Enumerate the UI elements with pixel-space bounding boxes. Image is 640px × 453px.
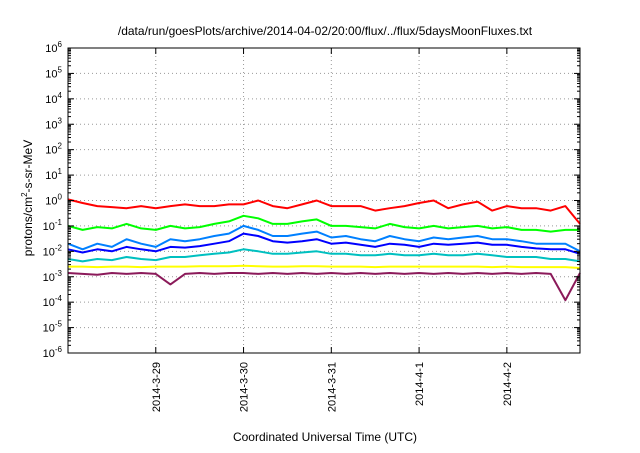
y-axis: 10-610-510-410-310-210-11001011021031041… — [43, 40, 580, 360]
y-tick-label-base: 10 — [45, 170, 57, 182]
y-tick-label-exponent: -6 — [55, 345, 63, 354]
y-tick-label-base: 10 — [43, 348, 55, 360]
y-tick-label: 10-3 — [43, 269, 63, 284]
y-axis-label-rest: -s-sr-MeV — [21, 140, 35, 193]
y-tick-label: 101 — [45, 167, 62, 182]
y-tick-label-exponent: -5 — [55, 320, 63, 329]
y-axis-label-sup: 2 — [20, 192, 29, 197]
series-line-5 — [67, 248, 581, 263]
y-tick-label: 10-1 — [43, 218, 63, 233]
y-tick-label-base: 10 — [43, 297, 55, 309]
y-tick-label-base: 10 — [43, 246, 55, 258]
y-tick-label: 10-2 — [43, 243, 63, 258]
y-tick-label: 104 — [45, 91, 62, 106]
series-line-2 — [67, 214, 580, 233]
x-tick-label: 2014-3-29 — [151, 362, 163, 412]
y-tick-label-exponent: 5 — [58, 65, 63, 74]
x-axis-label: Coordinated Universal Time (UTC) — [233, 430, 417, 444]
y-axis-label-base: protons/cm — [21, 197, 35, 256]
y-tick-label: 10-5 — [43, 320, 63, 335]
y-tick-label-base: 10 — [45, 68, 57, 80]
y-axis-label: protons/cm2-s-sr-MeV — [20, 140, 35, 256]
x-axis: 2014-3-29 2014-3-30 2014-3-31 2014-4-1 2014-… — [151, 48, 514, 412]
y-tick-label-exponent: 3 — [58, 116, 63, 125]
y-tick-label: 102 — [45, 142, 62, 157]
y-tick-label-exponent: 2 — [58, 142, 63, 151]
y-tick-label: 105 — [45, 65, 62, 80]
grid-layer — [68, 48, 580, 353]
y-tick-label-exponent: 6 — [58, 40, 63, 49]
y-tick-label-exponent: 0 — [58, 193, 63, 202]
x-tick-label: 2014-3-30 — [239, 362, 251, 412]
y-tick-label-exponent: 1 — [58, 167, 63, 176]
y-tick-label-base: 10 — [43, 221, 55, 233]
series-line-7 — [67, 272, 581, 302]
y-tick-label-base: 10 — [45, 94, 57, 106]
y-tick-label: 100 — [45, 193, 62, 208]
y-tick-label-base: 10 — [43, 323, 55, 335]
x-tick-label: 2014-3-31 — [326, 362, 338, 412]
y-tick-label: 103 — [45, 116, 62, 131]
y-tick-label: 10-4 — [43, 294, 63, 309]
series-layer — [67, 198, 581, 302]
series-line-6 — [68, 264, 581, 269]
y-tick-label-base: 10 — [45, 145, 57, 157]
chart-title: /data/run/goesPlots/archive/2014-04-02/2… — [118, 24, 533, 38]
y-tick-label-base: 10 — [45, 43, 57, 55]
x-tick-label: 2014-4-1 — [414, 362, 426, 406]
y-tick-label-exponent: 4 — [58, 91, 63, 100]
y-tick-label: 10-6 — [43, 345, 63, 360]
series-line-1 — [67, 198, 581, 225]
y-tick-label-base: 10 — [45, 196, 57, 208]
y-tick-label-exponent: -4 — [55, 294, 63, 303]
y-tick-label-base: 10 — [45, 119, 57, 131]
series-line-3 — [67, 224, 581, 253]
series-line-4 — [67, 232, 581, 255]
y-tick-label-exponent: -2 — [55, 243, 63, 252]
y-tick-label-base: 10 — [43, 272, 55, 284]
y-tick-label-exponent: -1 — [55, 218, 63, 227]
x-tick-label: 2014-4-2 — [502, 362, 514, 406]
y-tick-label-exponent: -3 — [55, 269, 63, 278]
y-tick-label: 106 — [45, 40, 62, 55]
